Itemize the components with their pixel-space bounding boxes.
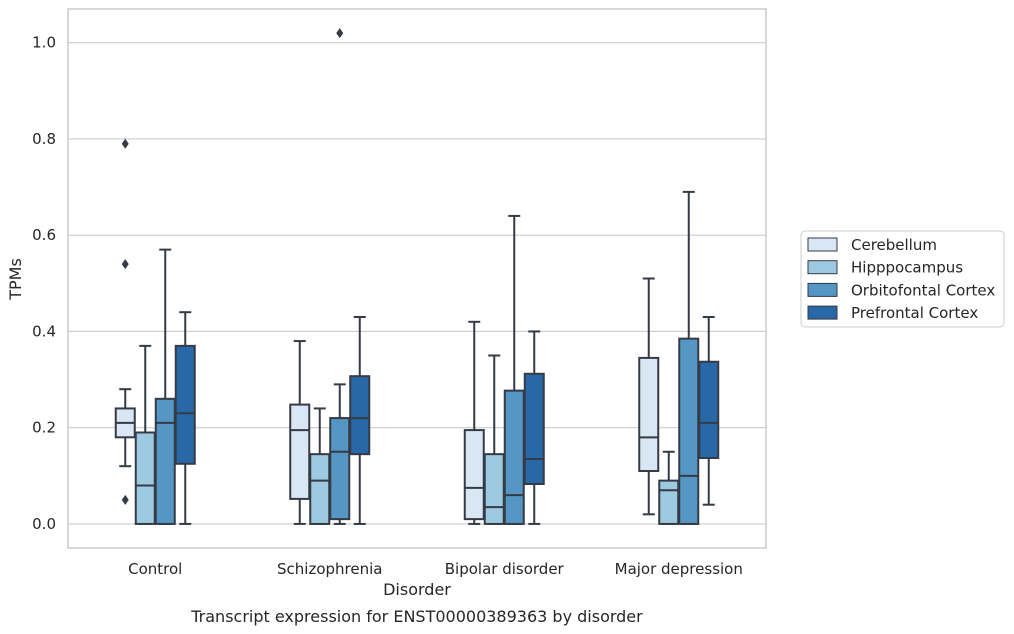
y-axis-ticks: 0.0 0.2 0.4 0.6 0.8 1.0 [32, 34, 56, 533]
x-axis-ticks: Control Schizophrenia Bipolar disorder Majo… [128, 560, 743, 578]
box-body [463, 429, 485, 521]
x-tick-label: Major depression [615, 560, 743, 578]
legend-label: Prefrontal Cortex [851, 304, 978, 322]
chart-caption: Transcript expression for ENST0000038936… [190, 607, 643, 626]
box-1-2 [329, 28, 351, 525]
legend-swatch [807, 305, 838, 320]
y-tick-label: 0.4 [32, 322, 56, 340]
box-body [309, 453, 331, 525]
y-tick-label: 0.0 [32, 515, 56, 533]
box-3-3 [698, 316, 720, 506]
box-0-0 [114, 138, 136, 505]
box-body [678, 337, 700, 525]
box-plots [114, 28, 720, 525]
box-1-1 [309, 407, 331, 525]
box-3-2 [678, 190, 700, 525]
box-2-2 [503, 214, 525, 525]
y-tick-label: 0.6 [32, 226, 56, 244]
box-body [174, 344, 196, 465]
legend-label: Hipppocampus [851, 259, 963, 277]
box-3-1 [658, 450, 680, 525]
x-tick-label: Bipolar disorder [445, 560, 565, 578]
legend-swatch [807, 237, 838, 252]
x-axis-label: Disorder [383, 580, 451, 599]
box-body [503, 389, 525, 525]
x-tick-label: Schizophrenia [277, 560, 382, 578]
box-body [289, 403, 311, 500]
box-body [523, 372, 545, 485]
outlier-point [336, 28, 344, 39]
box-body [483, 453, 505, 525]
box-body [329, 417, 351, 521]
box-2-3 [523, 330, 545, 525]
box-1-0 [289, 340, 311, 525]
box-body [638, 356, 660, 472]
legend-label: Orbitofontal Cortex [851, 281, 995, 299]
outlier-point [121, 138, 129, 149]
outlier-point [121, 494, 129, 505]
plot-frame [67, 8, 767, 549]
legend-swatch [807, 282, 838, 297]
legend-label: Cerebellum [851, 236, 937, 254]
box-1-3 [349, 316, 371, 525]
y-tick-label: 0.2 [32, 419, 56, 437]
y-tick-label: 0.8 [32, 130, 56, 148]
box-body [658, 479, 680, 525]
legend-frame [800, 230, 1005, 328]
box-0-1 [134, 344, 156, 525]
legend: Cerebellum Hipppocampus Orbitofontal Corte… [800, 230, 1005, 328]
box-body [349, 375, 371, 456]
box-body [154, 397, 176, 525]
box-0-3 [174, 311, 196, 525]
y-axis-label: TPMs [6, 258, 25, 301]
y-tick-label: 1.0 [32, 34, 56, 52]
outlier-point [121, 259, 129, 270]
box-3-0 [638, 277, 660, 516]
box-body [134, 431, 156, 525]
legend-swatch [807, 260, 838, 275]
box-2-0 [463, 320, 485, 525]
box-2-1 [483, 354, 505, 525]
box-body [698, 360, 720, 460]
box-0-2 [154, 248, 176, 525]
x-tick-label: Control [128, 560, 182, 578]
